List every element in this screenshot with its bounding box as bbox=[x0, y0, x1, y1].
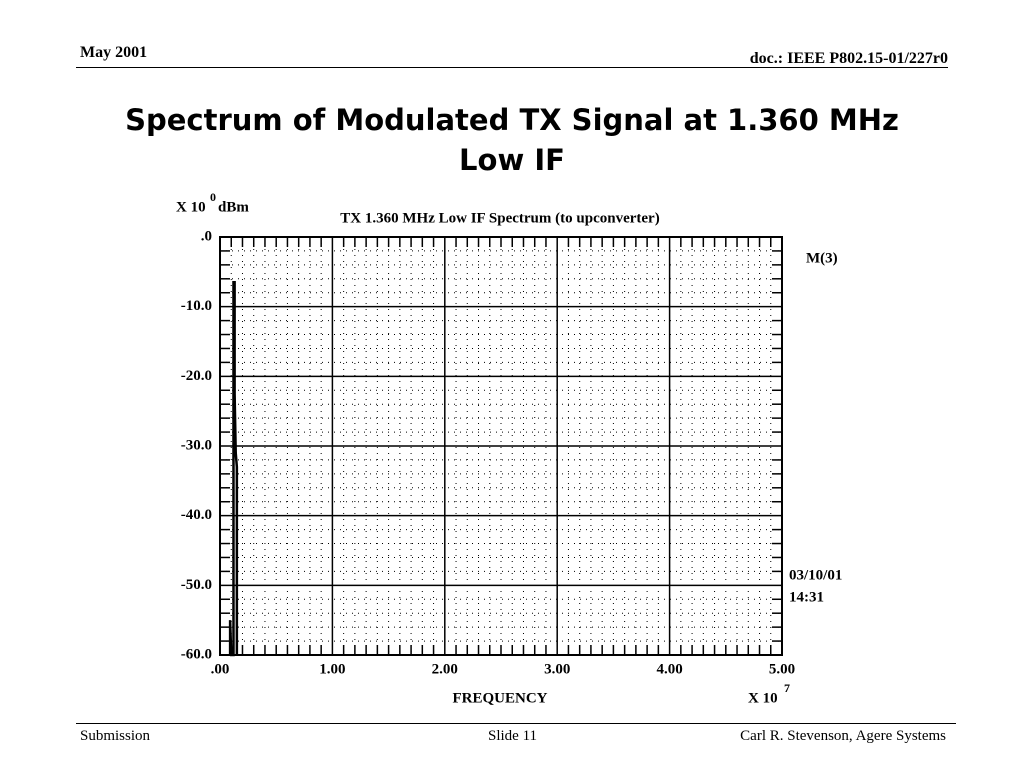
x-label: FREQUENCY bbox=[452, 690, 547, 706]
header-date: May 2001 bbox=[80, 44, 148, 61]
footer-right: Carl R. Stevenson, Agere Systems bbox=[740, 728, 946, 744]
y-exponent: 0 bbox=[210, 190, 216, 204]
chart: TX 1.360 MHz Low IF Spectrum (to upconve… bbox=[176, 190, 842, 707]
x-tick-label: .00 bbox=[211, 661, 230, 677]
y-tick-label: -50.0 bbox=[181, 577, 212, 593]
spectrum-line bbox=[228, 281, 239, 657]
slide-title: Spectrum of Modulated TX Signal at 1.360… bbox=[125, 103, 899, 177]
footer-rule bbox=[76, 723, 956, 724]
header-rule bbox=[76, 67, 948, 68]
y-tick-label: -40.0 bbox=[181, 507, 212, 523]
y-tick-label: -20.0 bbox=[181, 368, 212, 384]
x-tick-label: 3.00 bbox=[544, 661, 570, 677]
annotation: 03/10/01 bbox=[789, 567, 842, 583]
x-scale: X 10 bbox=[748, 690, 778, 706]
y-tick-label: -10.0 bbox=[181, 298, 212, 314]
x-tick-label: 5.00 bbox=[769, 661, 795, 677]
footer-center: Slide 11 bbox=[488, 728, 538, 744]
chart-title: TX 1.360 MHz Low IF Spectrum (to upconve… bbox=[340, 210, 659, 226]
y-tick-label: -60.0 bbox=[181, 646, 212, 662]
x-tick-label: 1.00 bbox=[319, 661, 345, 677]
x-exponent: 7 bbox=[784, 681, 790, 695]
y-scale: X 10 bbox=[176, 199, 206, 215]
footer-left: Submission bbox=[80, 728, 151, 744]
plot-frame bbox=[219, 236, 783, 656]
x-tick-label: 4.00 bbox=[656, 661, 682, 677]
annotation: M(3) bbox=[806, 250, 838, 266]
y-tick-label: -30.0 bbox=[181, 437, 212, 453]
x-tick-label: 2.00 bbox=[432, 661, 458, 677]
y-tick-label: .0 bbox=[201, 228, 212, 244]
annotation: 14:31 bbox=[789, 589, 824, 605]
y-unit: dBm bbox=[218, 199, 249, 215]
header-doc: doc.: IEEE P802.15-01/227r0 bbox=[749, 50, 948, 67]
